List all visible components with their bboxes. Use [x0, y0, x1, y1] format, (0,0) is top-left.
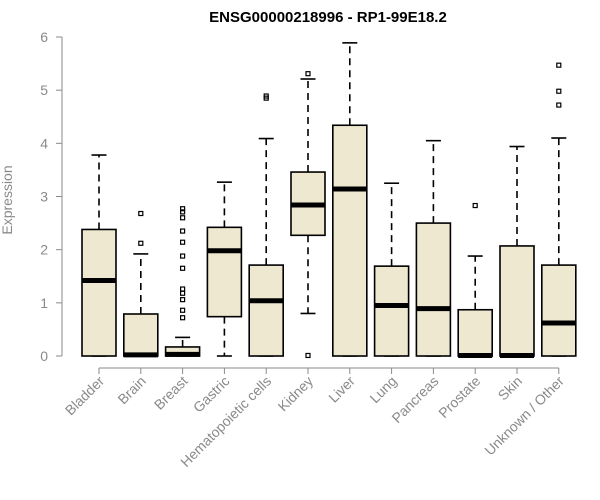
outlier-point — [138, 210, 144, 217]
iqr-box — [499, 245, 535, 357]
outlier-point — [305, 352, 311, 359]
outlier-point — [138, 240, 144, 246]
outlier-point — [180, 290, 186, 296]
x-tick-label-bladder: Bladder — [62, 373, 108, 419]
outlier-point — [180, 253, 186, 259]
box-kidney — [290, 71, 326, 359]
axes: 0 1 2 3 4 5 6 — [40, 29, 559, 369]
outlier-point — [556, 102, 562, 108]
x-tick-label-unknown-other: Unknown / Other — [481, 373, 567, 459]
x-tick-label-kidney: Kidney — [275, 373, 317, 415]
box-hematopoietic-cells — [248, 93, 284, 357]
outlier-point — [180, 215, 186, 221]
x-tick-label-brain: Brain — [114, 373, 148, 407]
box-lung — [373, 182, 410, 357]
iqr-box — [206, 226, 243, 318]
box-bladder — [81, 154, 117, 357]
iqr-box — [457, 308, 494, 357]
x-tick-label-prostate: Prostate — [435, 373, 483, 421]
box-pancreas — [415, 139, 452, 357]
outlier-point — [263, 93, 269, 99]
x-tick-label-liver: Liver — [325, 373, 358, 406]
chart-title: ENSG00000218996 - RP1-99E18.2 — [209, 9, 447, 26]
iqr-box — [373, 265, 410, 357]
outlier-point — [180, 209, 186, 215]
outlier-point — [556, 88, 562, 94]
x-tick-label-skin: Skin — [495, 373, 526, 404]
outlier-point — [472, 202, 478, 209]
outlier-point — [556, 62, 562, 68]
boxes — [81, 42, 577, 359]
x-tick-label-lung: Lung — [366, 373, 399, 406]
iqr-box — [81, 228, 117, 357]
outlier-point — [180, 265, 186, 271]
iqr-box — [331, 124, 368, 357]
y-tick-label: 6 — [40, 29, 48, 45]
y-axis-label: Expression — [0, 165, 15, 234]
box-prostate — [457, 202, 494, 358]
outlier-point — [180, 297, 186, 303]
outlier-point — [180, 286, 186, 292]
box-skin — [499, 145, 535, 358]
outlier-point — [305, 71, 311, 77]
y-tick-label: 0 — [40, 348, 48, 364]
outlier-point — [180, 239, 186, 245]
iqr-box — [540, 264, 577, 357]
outlier-point — [180, 228, 186, 234]
iqr-box — [415, 222, 452, 357]
y-tick-label: 5 — [40, 82, 48, 98]
iqr-box — [123, 313, 159, 357]
box-liver — [331, 42, 368, 357]
x-tick-label-breast: Breast — [151, 373, 191, 413]
y-tick-label: 1 — [40, 295, 48, 311]
y-tick-label: 3 — [40, 189, 48, 205]
outlier-point — [180, 315, 186, 321]
box-unknown-other — [540, 62, 577, 357]
box-brain — [123, 210, 159, 358]
iqr-box — [248, 264, 284, 357]
y-tick-label: 2 — [40, 242, 48, 258]
outlier-point — [180, 206, 186, 212]
box-breast — [164, 206, 201, 357]
box-gastric — [206, 181, 243, 357]
outlier-point — [180, 307, 186, 313]
y-tick-label: 4 — [40, 135, 48, 151]
